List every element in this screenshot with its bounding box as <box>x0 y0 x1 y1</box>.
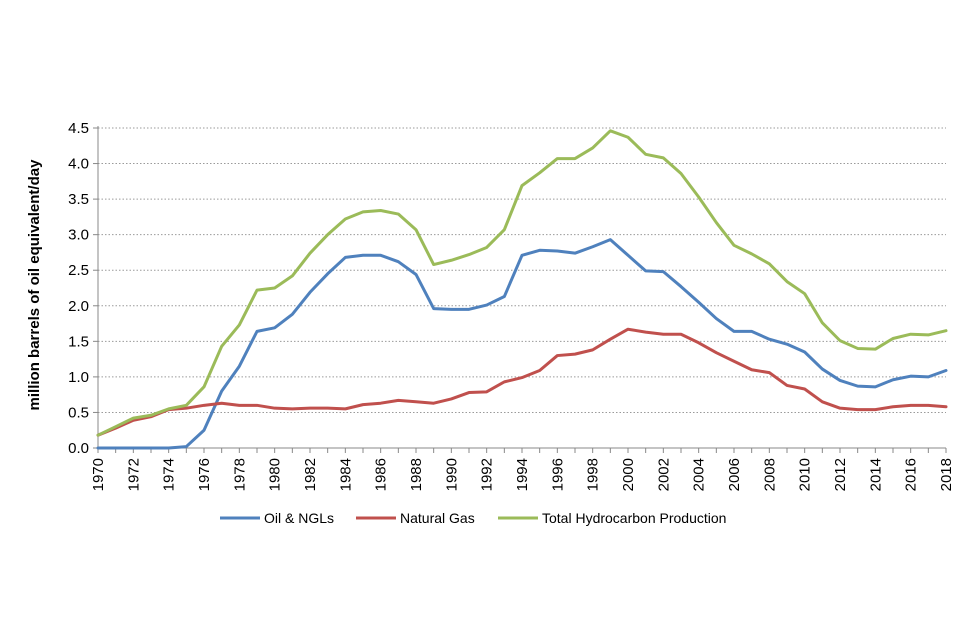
x-tick-label: 2002 <box>655 458 672 491</box>
series-lines <box>96 129 948 450</box>
x-tick-label: 2006 <box>726 458 743 491</box>
legend-label-2: Total Hydrocarbon Production <box>542 510 726 526</box>
x-tick-label: 2008 <box>761 458 778 491</box>
x-tick-label: 1976 <box>196 458 213 491</box>
x-tick-label: 1982 <box>302 458 319 491</box>
y-axis-title: million barrels of oil equivalent/day <box>26 159 43 411</box>
legend-label-1: Natural Gas <box>400 510 475 526</box>
x-tick-label: 1992 <box>479 458 496 491</box>
x-tick-label: 1978 <box>231 458 248 491</box>
y-tick-label: 2.5 <box>68 262 89 279</box>
y-tick-label: 3.0 <box>68 227 89 244</box>
y-tick-label: 1.0 <box>68 369 89 386</box>
gridlines <box>98 127 946 413</box>
x-tick-label: 1996 <box>549 458 566 491</box>
x-tick-label: 2018 <box>938 458 955 491</box>
y-tick-label: 0.0 <box>68 440 89 457</box>
x-tick-label: 1998 <box>585 458 602 491</box>
x-tick-label: 1972 <box>125 458 142 491</box>
x-tick-label: 2000 <box>620 458 637 491</box>
x-tick-label: 1984 <box>337 458 354 491</box>
legend: Oil & NGLs Natural Gas Total Hydrocarbon P… <box>220 510 726 526</box>
y-tick-label: 4.5 <box>68 120 89 137</box>
x-tick-label: 2014 <box>867 458 884 491</box>
series-line-1 <box>96 327 948 437</box>
y-tick-label: 1.5 <box>68 333 89 350</box>
x-tick-label: 1988 <box>408 458 425 491</box>
legend-label-0: Oil & NGLs <box>264 510 334 526</box>
y-tick-label: 4.0 <box>68 156 89 173</box>
x-tick-label: 1974 <box>161 458 178 491</box>
x-tick-label: 2010 <box>797 458 814 491</box>
series-line-0 <box>96 238 948 450</box>
x-tick-label: 1986 <box>373 458 390 491</box>
y-tick-label: 3.5 <box>68 191 89 208</box>
x-tick-label: 1990 <box>443 458 460 491</box>
x-tick-label: 2012 <box>832 458 849 491</box>
x-tick-label: 1994 <box>514 458 531 491</box>
x-tick-label: 2016 <box>903 458 920 491</box>
tick-labels: 0.0 0.5 1.0 1.5 2.0 2.5 3.0 3.5 4.0 4.5 1970 1972 19… <box>68 120 955 491</box>
x-tick-label: 2004 <box>691 458 708 491</box>
y-tick-label: 2.0 <box>68 298 89 315</box>
axes <box>93 126 947 453</box>
x-tick-label: 1980 <box>267 458 284 491</box>
series-line-2 <box>96 129 948 437</box>
y-tick-label: 0.5 <box>68 404 89 421</box>
x-tick-label: 1970 <box>90 458 107 491</box>
